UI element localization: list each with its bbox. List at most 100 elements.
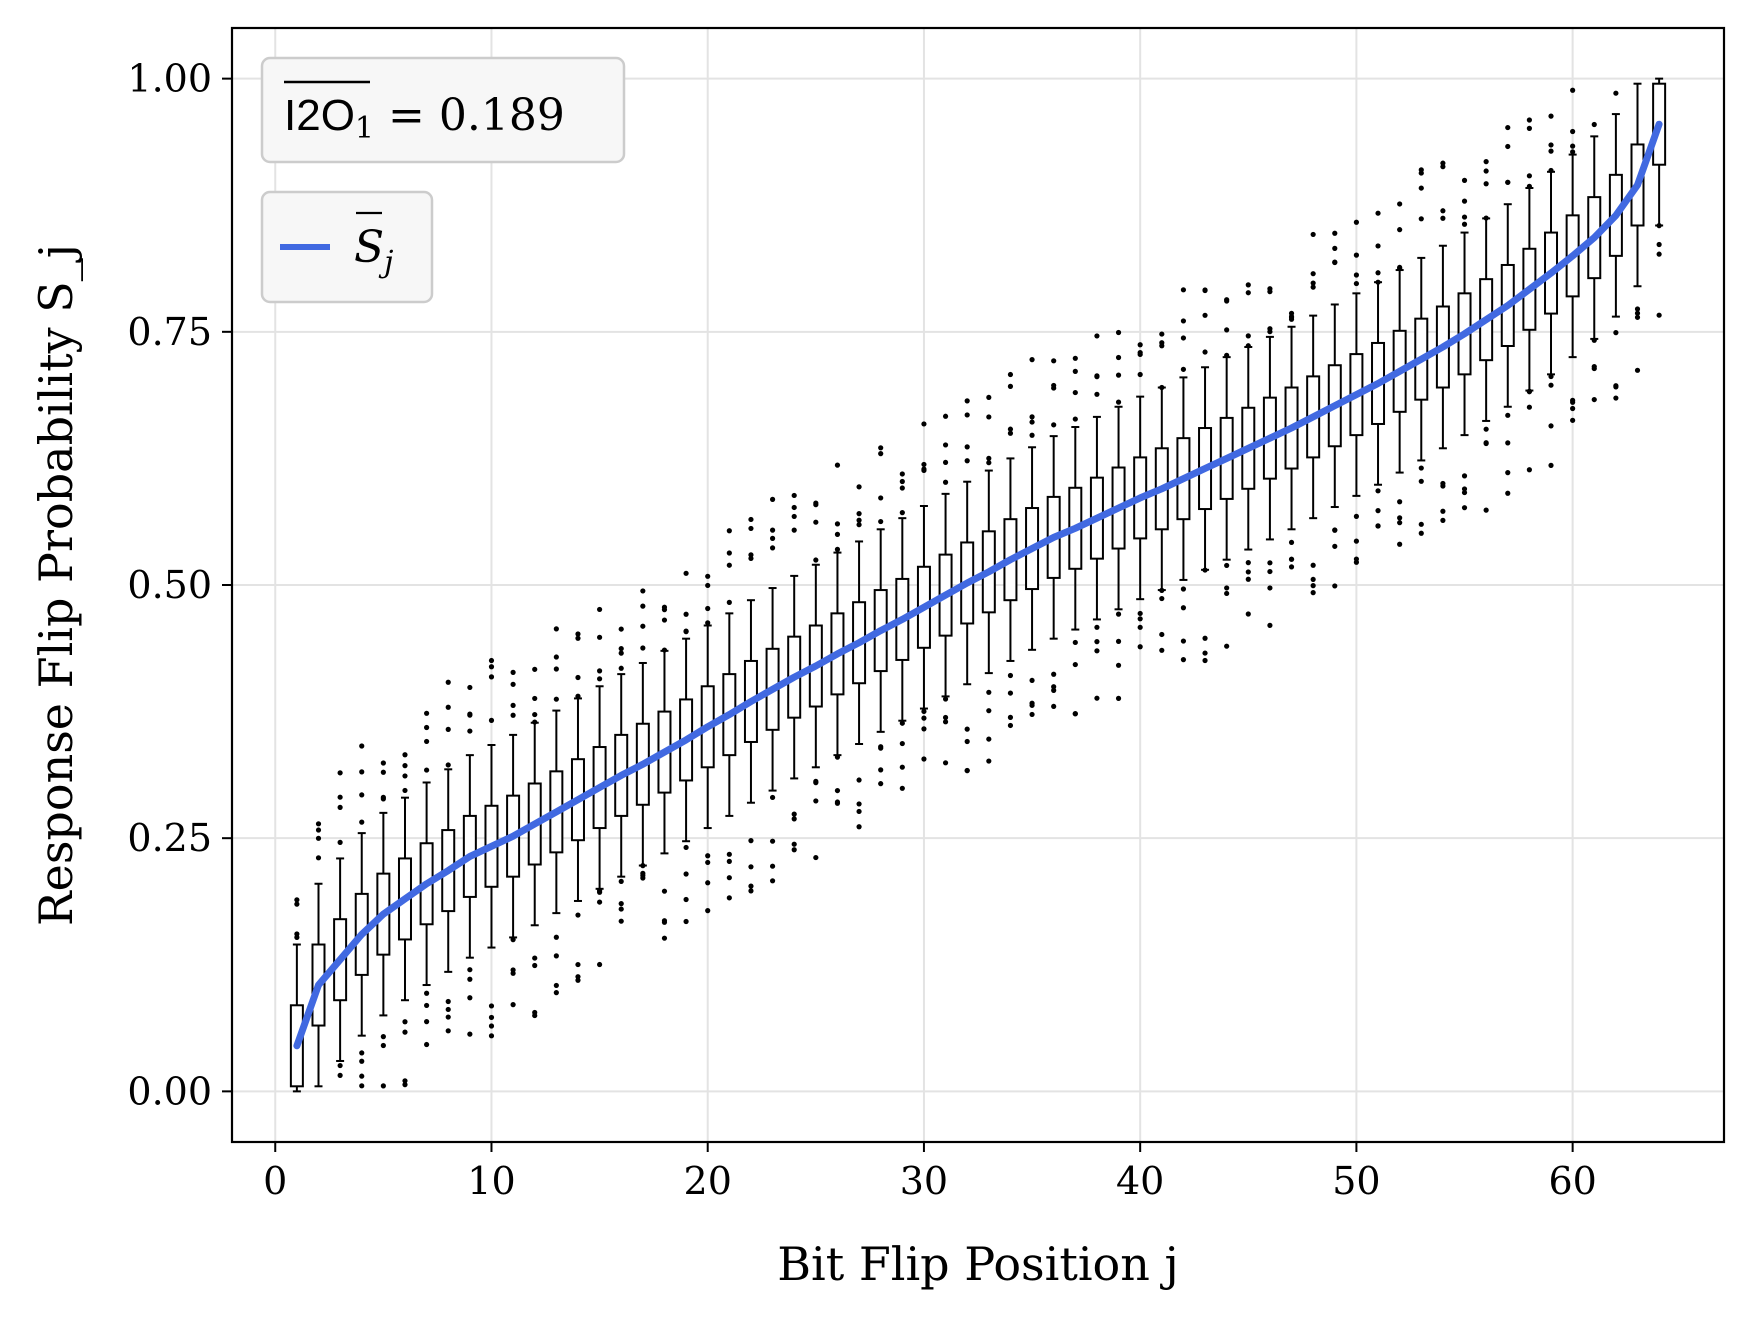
outlier-point (1288, 314, 1295, 321)
box-26 (830, 462, 845, 806)
outlier-point (964, 444, 970, 450)
outlier-point (748, 555, 754, 562)
outlier-point (575, 693, 581, 699)
outlier-point (445, 726, 451, 732)
outlier-point (856, 824, 862, 830)
outlier-point (726, 858, 732, 864)
outlier-point (1310, 576, 1316, 583)
outlier-point (488, 717, 495, 723)
box-1 (289, 897, 304, 1093)
outlier-point (1526, 117, 1532, 123)
outlier-point (726, 895, 732, 901)
outlier-point (618, 901, 624, 907)
box-35 (1025, 357, 1040, 718)
outlier-point (769, 863, 776, 869)
outlier-point (899, 740, 905, 747)
outlier-point (1224, 327, 1230, 333)
outlier-point (1072, 639, 1078, 646)
outlier-point (899, 478, 905, 485)
outlier-point (1288, 556, 1295, 562)
outlier-point (964, 398, 970, 404)
outlier-point (1505, 490, 1511, 496)
outlier-point (834, 546, 841, 552)
box-56 (1479, 159, 1494, 513)
outlier-point (510, 1002, 516, 1008)
outlier-point (553, 982, 559, 989)
outlier-point (986, 414, 992, 420)
outlier-point (510, 712, 516, 718)
outlier-point (1440, 508, 1446, 514)
outlier-point (1267, 326, 1273, 332)
outlier-point (878, 518, 884, 525)
outlier-point (1202, 287, 1208, 293)
outlier-point (445, 762, 451, 768)
outlier-point (1591, 121, 1597, 128)
y-tick-label: 1.00 (127, 57, 212, 101)
outlier-point (1548, 148, 1554, 154)
outlier-point (532, 666, 538, 672)
outlier-point (1310, 280, 1316, 286)
outlier-point (1548, 423, 1554, 429)
outlier-point (1029, 432, 1035, 438)
outlier-point (1332, 259, 1338, 266)
outlier-point (1288, 539, 1295, 546)
outlier-point (1202, 635, 1208, 641)
outlier-point (1353, 280, 1360, 287)
outlier-point (1591, 396, 1597, 403)
outlier-point (878, 767, 884, 773)
outlier-point (748, 525, 754, 532)
outlier-point (640, 645, 646, 651)
outlier-point (1267, 585, 1273, 591)
outlier-point (1288, 564, 1295, 570)
outlier-point (856, 808, 862, 815)
box-39 (1111, 329, 1126, 701)
box-20 (700, 573, 715, 914)
outlier-point (1634, 306, 1641, 312)
outlier-point (1094, 695, 1100, 701)
outlier-point (1310, 562, 1316, 568)
outlier-point (683, 871, 689, 877)
outlier-point (1180, 605, 1187, 611)
outlier-point (834, 531, 841, 537)
outlier-point (1397, 227, 1403, 233)
outlier-point (1115, 372, 1122, 378)
outlier-point (1094, 333, 1100, 339)
outlier-point (769, 878, 776, 884)
outlier-point (899, 510, 905, 516)
outlier-point (878, 495, 884, 501)
outlier-point (1461, 486, 1468, 492)
outlier-point (640, 863, 646, 869)
x-tick-label: 10 (467, 1159, 515, 1203)
outlier-point (1332, 230, 1338, 236)
outlier-point (1418, 465, 1424, 471)
box-2 (311, 821, 326, 1088)
outlier-point (640, 588, 646, 594)
outlier-point (467, 711, 473, 717)
outlier-point (510, 669, 516, 675)
outlier-point (1397, 520, 1403, 526)
outlier-point (942, 714, 949, 721)
outlier-point (1570, 417, 1576, 423)
outlier-point (1570, 143, 1576, 149)
outlier-point (1613, 90, 1619, 96)
outlier-point (1224, 562, 1230, 569)
outlier-point (1051, 703, 1057, 710)
outlier-point (618, 646, 624, 652)
outlier-point (1613, 330, 1619, 336)
outlier-point (921, 467, 927, 474)
outlier-point (467, 976, 473, 982)
outlier-point (553, 666, 559, 672)
outlier-point (596, 899, 603, 905)
outlier-point (1375, 488, 1381, 494)
outlier-point (986, 455, 992, 461)
outlier-point (1180, 318, 1187, 324)
outlier-point (986, 689, 992, 695)
outlier-point (899, 471, 905, 477)
outlier-point (488, 1033, 495, 1039)
y-tick-label: 0.25 (127, 816, 212, 860)
outlier-point (1375, 243, 1381, 249)
outlier-point (380, 1034, 386, 1040)
outlier-point (488, 1023, 495, 1029)
outlier-point (1397, 201, 1403, 207)
outlier-point (294, 901, 300, 907)
